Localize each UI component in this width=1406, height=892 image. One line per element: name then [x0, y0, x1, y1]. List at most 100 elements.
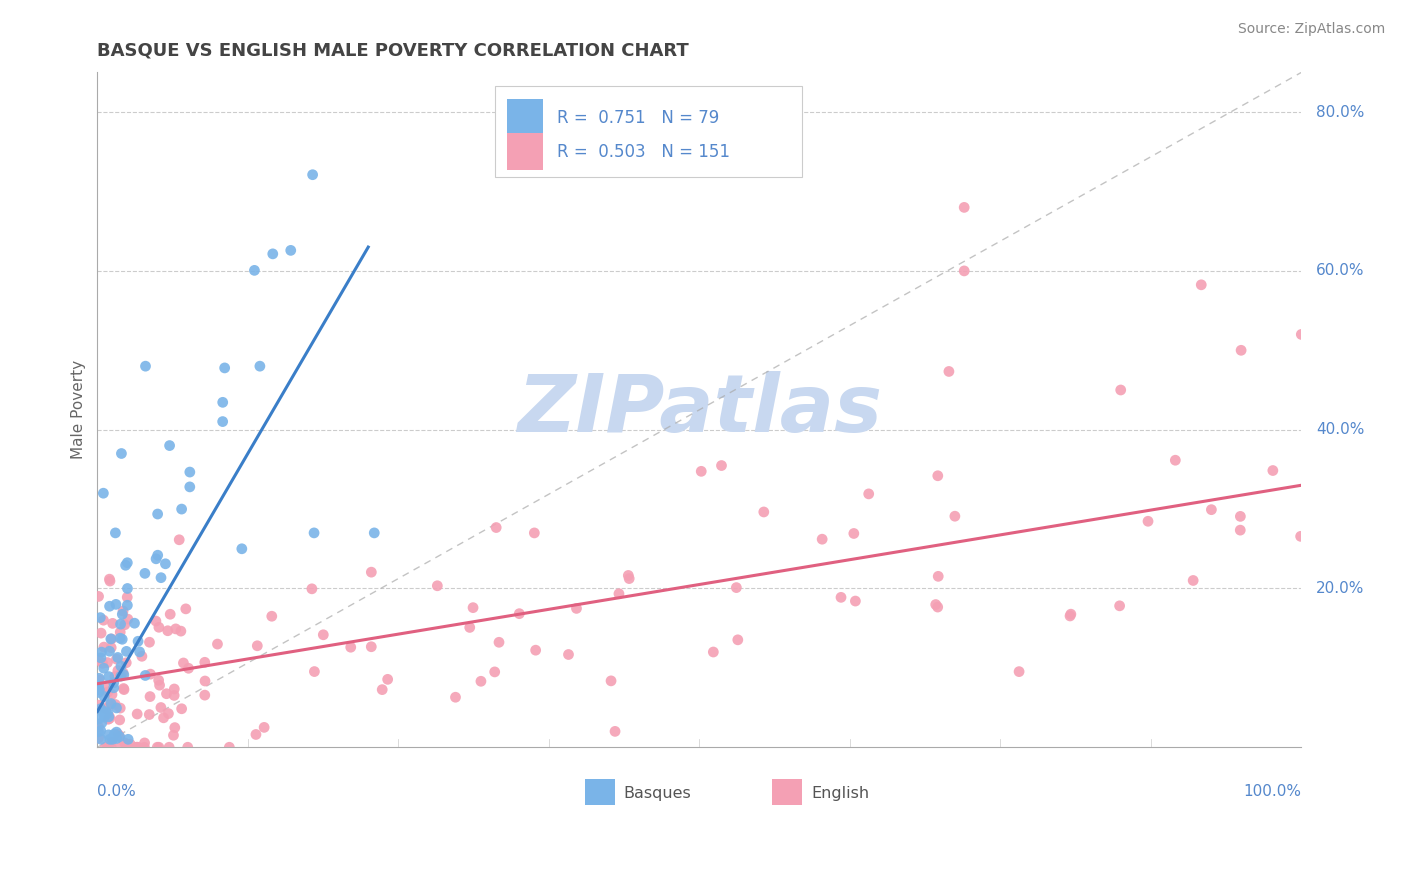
- Point: [97, 712, 120, 726]
- Point: [101, 616, 124, 631]
- Point: [108, 713, 131, 727]
- Point: [339, 640, 361, 655]
- Bar: [495, 86, 801, 177]
- Point: [96, 739, 118, 754]
- Point: [97, 685, 120, 699]
- Text: R =  0.751   N = 79: R = 0.751 N = 79: [557, 109, 720, 127]
- Point: [94, 701, 117, 715]
- Point: [927, 600, 949, 615]
- Point: [157, 706, 180, 721]
- Point: [90, 645, 112, 659]
- Point: [565, 601, 588, 615]
- Point: [87, 724, 110, 739]
- Point: [114, 736, 136, 750]
- Point: [94, 740, 117, 755]
- Point: [858, 487, 880, 501]
- Point: [377, 673, 399, 687]
- Point: [105, 731, 128, 746]
- Point: [98, 698, 121, 712]
- Point: [87, 685, 110, 699]
- Point: [98, 599, 121, 614]
- Point: [249, 359, 271, 374]
- Point: [246, 639, 269, 653]
- Point: [253, 720, 276, 734]
- Point: [811, 532, 834, 546]
- Point: [114, 617, 136, 632]
- Point: [301, 582, 323, 596]
- Point: [110, 701, 132, 715]
- Point: [163, 681, 186, 696]
- Point: [98, 710, 121, 724]
- Point: [124, 616, 146, 631]
- Point: [104, 669, 127, 683]
- Point: [243, 263, 266, 277]
- Point: [149, 700, 172, 714]
- Point: [117, 599, 139, 613]
- Point: [138, 707, 160, 722]
- Point: [1289, 529, 1312, 543]
- Point: [134, 736, 156, 750]
- Point: [110, 669, 132, 683]
- Point: [162, 728, 184, 742]
- Point: [89, 610, 111, 624]
- Point: [194, 673, 217, 688]
- Point: [134, 566, 156, 581]
- Text: English: English: [811, 786, 869, 801]
- Point: [727, 632, 749, 647]
- Point: [93, 690, 115, 704]
- Point: [87, 679, 110, 693]
- Point: [90, 715, 112, 730]
- Point: [1261, 464, 1284, 478]
- Text: 60.0%: 60.0%: [1316, 263, 1364, 278]
- Point: [159, 607, 181, 622]
- Point: [172, 656, 194, 670]
- Point: [90, 732, 112, 747]
- Point: [97, 728, 120, 742]
- Point: [98, 711, 121, 725]
- Point: [90, 626, 112, 640]
- Point: [108, 631, 131, 645]
- Point: [943, 509, 966, 524]
- Point: [280, 244, 302, 258]
- Point: [844, 594, 866, 608]
- Point: [603, 724, 626, 739]
- Point: [752, 505, 775, 519]
- Point: [104, 698, 127, 712]
- Point: [101, 732, 124, 747]
- Point: [1060, 607, 1083, 622]
- Point: [360, 640, 382, 654]
- Point: [112, 604, 135, 618]
- Point: [218, 740, 240, 755]
- Point: [104, 598, 127, 612]
- Point: [90, 701, 112, 715]
- Point: [103, 681, 125, 695]
- Text: 80.0%: 80.0%: [1316, 104, 1364, 120]
- Point: [1229, 523, 1251, 537]
- Point: [98, 732, 121, 747]
- Point: [231, 541, 253, 556]
- Point: [177, 661, 200, 675]
- Y-axis label: Male Poverty: Male Poverty: [72, 360, 86, 459]
- Point: [148, 678, 170, 692]
- Point: [128, 645, 150, 659]
- Point: [87, 712, 110, 726]
- Text: ZIPatlas: ZIPatlas: [517, 371, 882, 449]
- Point: [179, 465, 201, 479]
- Point: [312, 628, 335, 642]
- Point: [110, 740, 132, 755]
- Point: [146, 740, 169, 755]
- Point: [110, 617, 132, 632]
- Point: [174, 602, 197, 616]
- Point: [87, 731, 110, 745]
- Point: [207, 637, 229, 651]
- Point: [117, 740, 139, 755]
- Point: [110, 625, 132, 640]
- Point: [100, 632, 122, 646]
- Text: 0.0%: 0.0%: [97, 784, 136, 799]
- Point: [90, 723, 112, 738]
- Point: [1182, 574, 1205, 588]
- Point: [104, 525, 127, 540]
- Point: [110, 659, 132, 673]
- Point: [1201, 502, 1223, 516]
- Point: [97, 710, 120, 724]
